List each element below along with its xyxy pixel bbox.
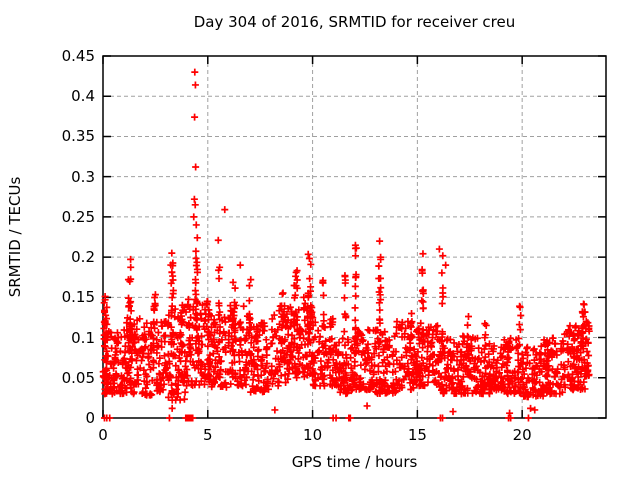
- y-tick-label: 0.4: [71, 87, 95, 106]
- x-tick-label: 10: [303, 426, 323, 444]
- x-tick-label: 0: [98, 426, 108, 444]
- y-tick-label: 0.1: [71, 328, 95, 347]
- x-tick-label: 5: [203, 426, 213, 444]
- y-tick-label: 0.3: [71, 167, 95, 186]
- y-tick-label: 0.35: [61, 127, 95, 146]
- y-tick-label: 0.45: [61, 47, 95, 65]
- y-tick-label: 0.05: [61, 368, 95, 387]
- y-tick-label: 0: [85, 409, 95, 427]
- x-tick-label: 15: [407, 426, 427, 444]
- y-axis-label: SRMTID / TECUs: [6, 176, 24, 298]
- chart-title: Day 304 of 2016, SRMTID for receiver cre…: [193, 13, 516, 31]
- y-tick-label: 0.2: [71, 248, 95, 267]
- y-tick-label: 0.15: [61, 288, 95, 307]
- x-tick-label: 20: [512, 426, 532, 444]
- x-axis-label: GPS time / hours: [291, 453, 418, 471]
- y-tick-label: 0.25: [61, 207, 95, 226]
